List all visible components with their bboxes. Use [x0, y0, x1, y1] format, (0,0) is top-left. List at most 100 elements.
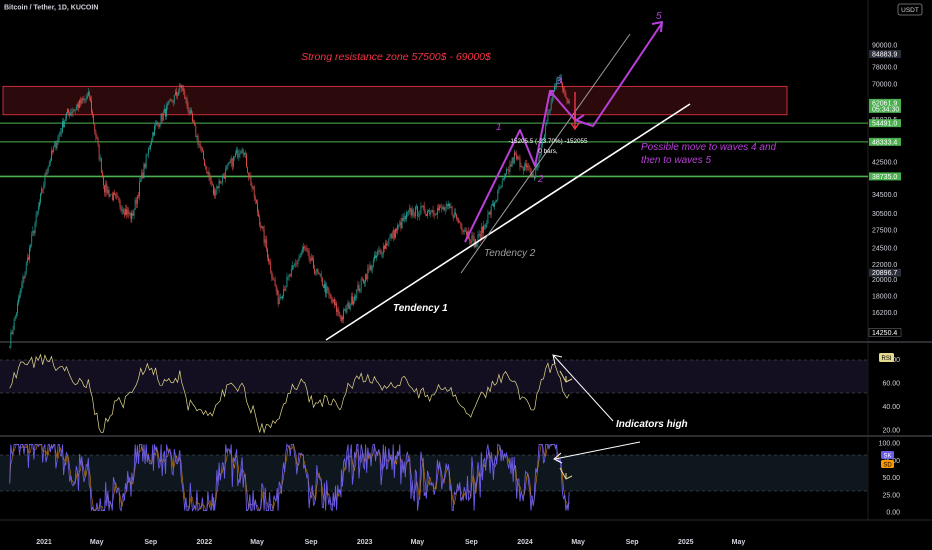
candle-body	[223, 175, 224, 177]
candle-body	[51, 150, 52, 161]
candle-body	[19, 295, 21, 299]
candle-body	[257, 203, 258, 213]
candle-body	[43, 184, 45, 190]
candle-body	[567, 100, 569, 104]
candle-body	[97, 138, 99, 145]
candle-body	[184, 91, 186, 100]
price-tick-label: 16200.0	[872, 310, 897, 317]
candle-body	[427, 210, 428, 216]
candle-body	[259, 216, 261, 226]
candle-body	[533, 175, 535, 178]
stoch-k-tag: SK	[881, 451, 894, 460]
candle-body	[350, 296, 352, 305]
candle-body	[523, 165, 525, 171]
candle-body	[431, 210, 433, 213]
price-tick-label: 30500.0	[872, 211, 897, 218]
candle-body	[388, 238, 390, 245]
candle-body	[249, 176, 251, 177]
candle-body	[91, 100, 92, 112]
candle-body	[342, 317, 343, 320]
candle-body	[555, 86, 556, 87]
candle-body	[28, 257, 29, 260]
time-tick-label: Sep	[305, 539, 318, 546]
candle-body	[126, 209, 128, 215]
candle-body	[267, 248, 268, 258]
candle-body	[483, 225, 484, 233]
candle-body	[20, 288, 22, 296]
candle-body	[52, 150, 53, 152]
candle-body	[434, 214, 436, 216]
candle-body	[337, 309, 339, 312]
candle-body	[256, 199, 257, 204]
candle-body	[545, 126, 547, 135]
candle-body	[421, 206, 423, 208]
price-tag-countdown: 05:34:30	[872, 106, 899, 113]
candle-body	[122, 209, 124, 213]
candle-body	[438, 208, 439, 211]
candle-body	[463, 230, 465, 232]
candle-body	[214, 189, 216, 196]
candle-body	[335, 303, 336, 305]
candle-body	[420, 206, 422, 214]
candle-body	[449, 206, 451, 208]
resistance-zone[interactable]	[2, 85, 788, 116]
candle-body	[231, 158, 233, 167]
candle-body	[189, 110, 191, 114]
candle-body	[459, 222, 461, 223]
trendline-tendency-1[interactable]	[325, 103, 691, 341]
candle-body	[372, 260, 374, 267]
candle-body	[250, 176, 252, 186]
candle-body	[209, 176, 211, 181]
candle-body	[262, 226, 264, 230]
symbol-title: Bitcoin / Tether, 1D, KUCOIN	[4, 5, 98, 12]
candle-body	[395, 229, 396, 238]
candle-body	[564, 91, 566, 93]
candle-body	[390, 233, 392, 238]
time-tick-label: May	[411, 539, 425, 546]
candle-body	[11, 332, 13, 335]
wave-2-label: 2	[537, 174, 544, 185]
candle-body	[254, 197, 256, 200]
candle-body	[70, 112, 72, 116]
candle-body	[160, 113, 162, 125]
candle-body	[265, 239, 267, 249]
candle-body	[495, 201, 497, 203]
candle-body	[185, 98, 187, 100]
candle-body	[98, 144, 100, 160]
candle-body	[264, 239, 266, 244]
trendline-tendency-2[interactable]	[460, 33, 631, 274]
time-tick-label: 2023	[357, 539, 373, 546]
candle-body	[559, 78, 561, 80]
candle-body	[248, 172, 250, 177]
candle-body	[301, 248, 303, 253]
candle-body	[376, 255, 377, 258]
candle-body	[269, 261, 271, 262]
resistance-zone-rect[interactable]	[2, 85, 788, 116]
price-tick-label: 24500.0	[872, 245, 897, 252]
candle-body	[128, 210, 130, 215]
currency-badge[interactable]: USDT	[897, 3, 923, 16]
candle-body	[289, 274, 291, 276]
candle-body	[260, 225, 262, 229]
candle-body	[357, 285, 359, 290]
candle-body	[535, 169, 537, 177]
candle-body	[176, 91, 177, 96]
candle-body	[461, 228, 463, 231]
candle-body	[258, 212, 260, 217]
candle-body	[435, 214, 437, 215]
candle-body	[66, 112, 67, 119]
candle-body	[526, 164, 527, 168]
candle-body	[83, 98, 85, 100]
candle-body	[33, 230, 35, 234]
candle-body	[183, 88, 185, 92]
horizontal-levels[interactable]	[0, 122, 868, 178]
candle-body	[318, 272, 320, 275]
candle-body	[308, 251, 310, 260]
time-axis[interactable]: 2021 May Sep 2022 May Sep 2023 May Sep 2024 May Sep…	[36, 539, 745, 546]
candle-body	[561, 78, 562, 84]
candle-body	[464, 230, 466, 232]
candle-body	[410, 208, 412, 216]
candle-body	[169, 99, 171, 101]
candle-body	[174, 91, 176, 96]
